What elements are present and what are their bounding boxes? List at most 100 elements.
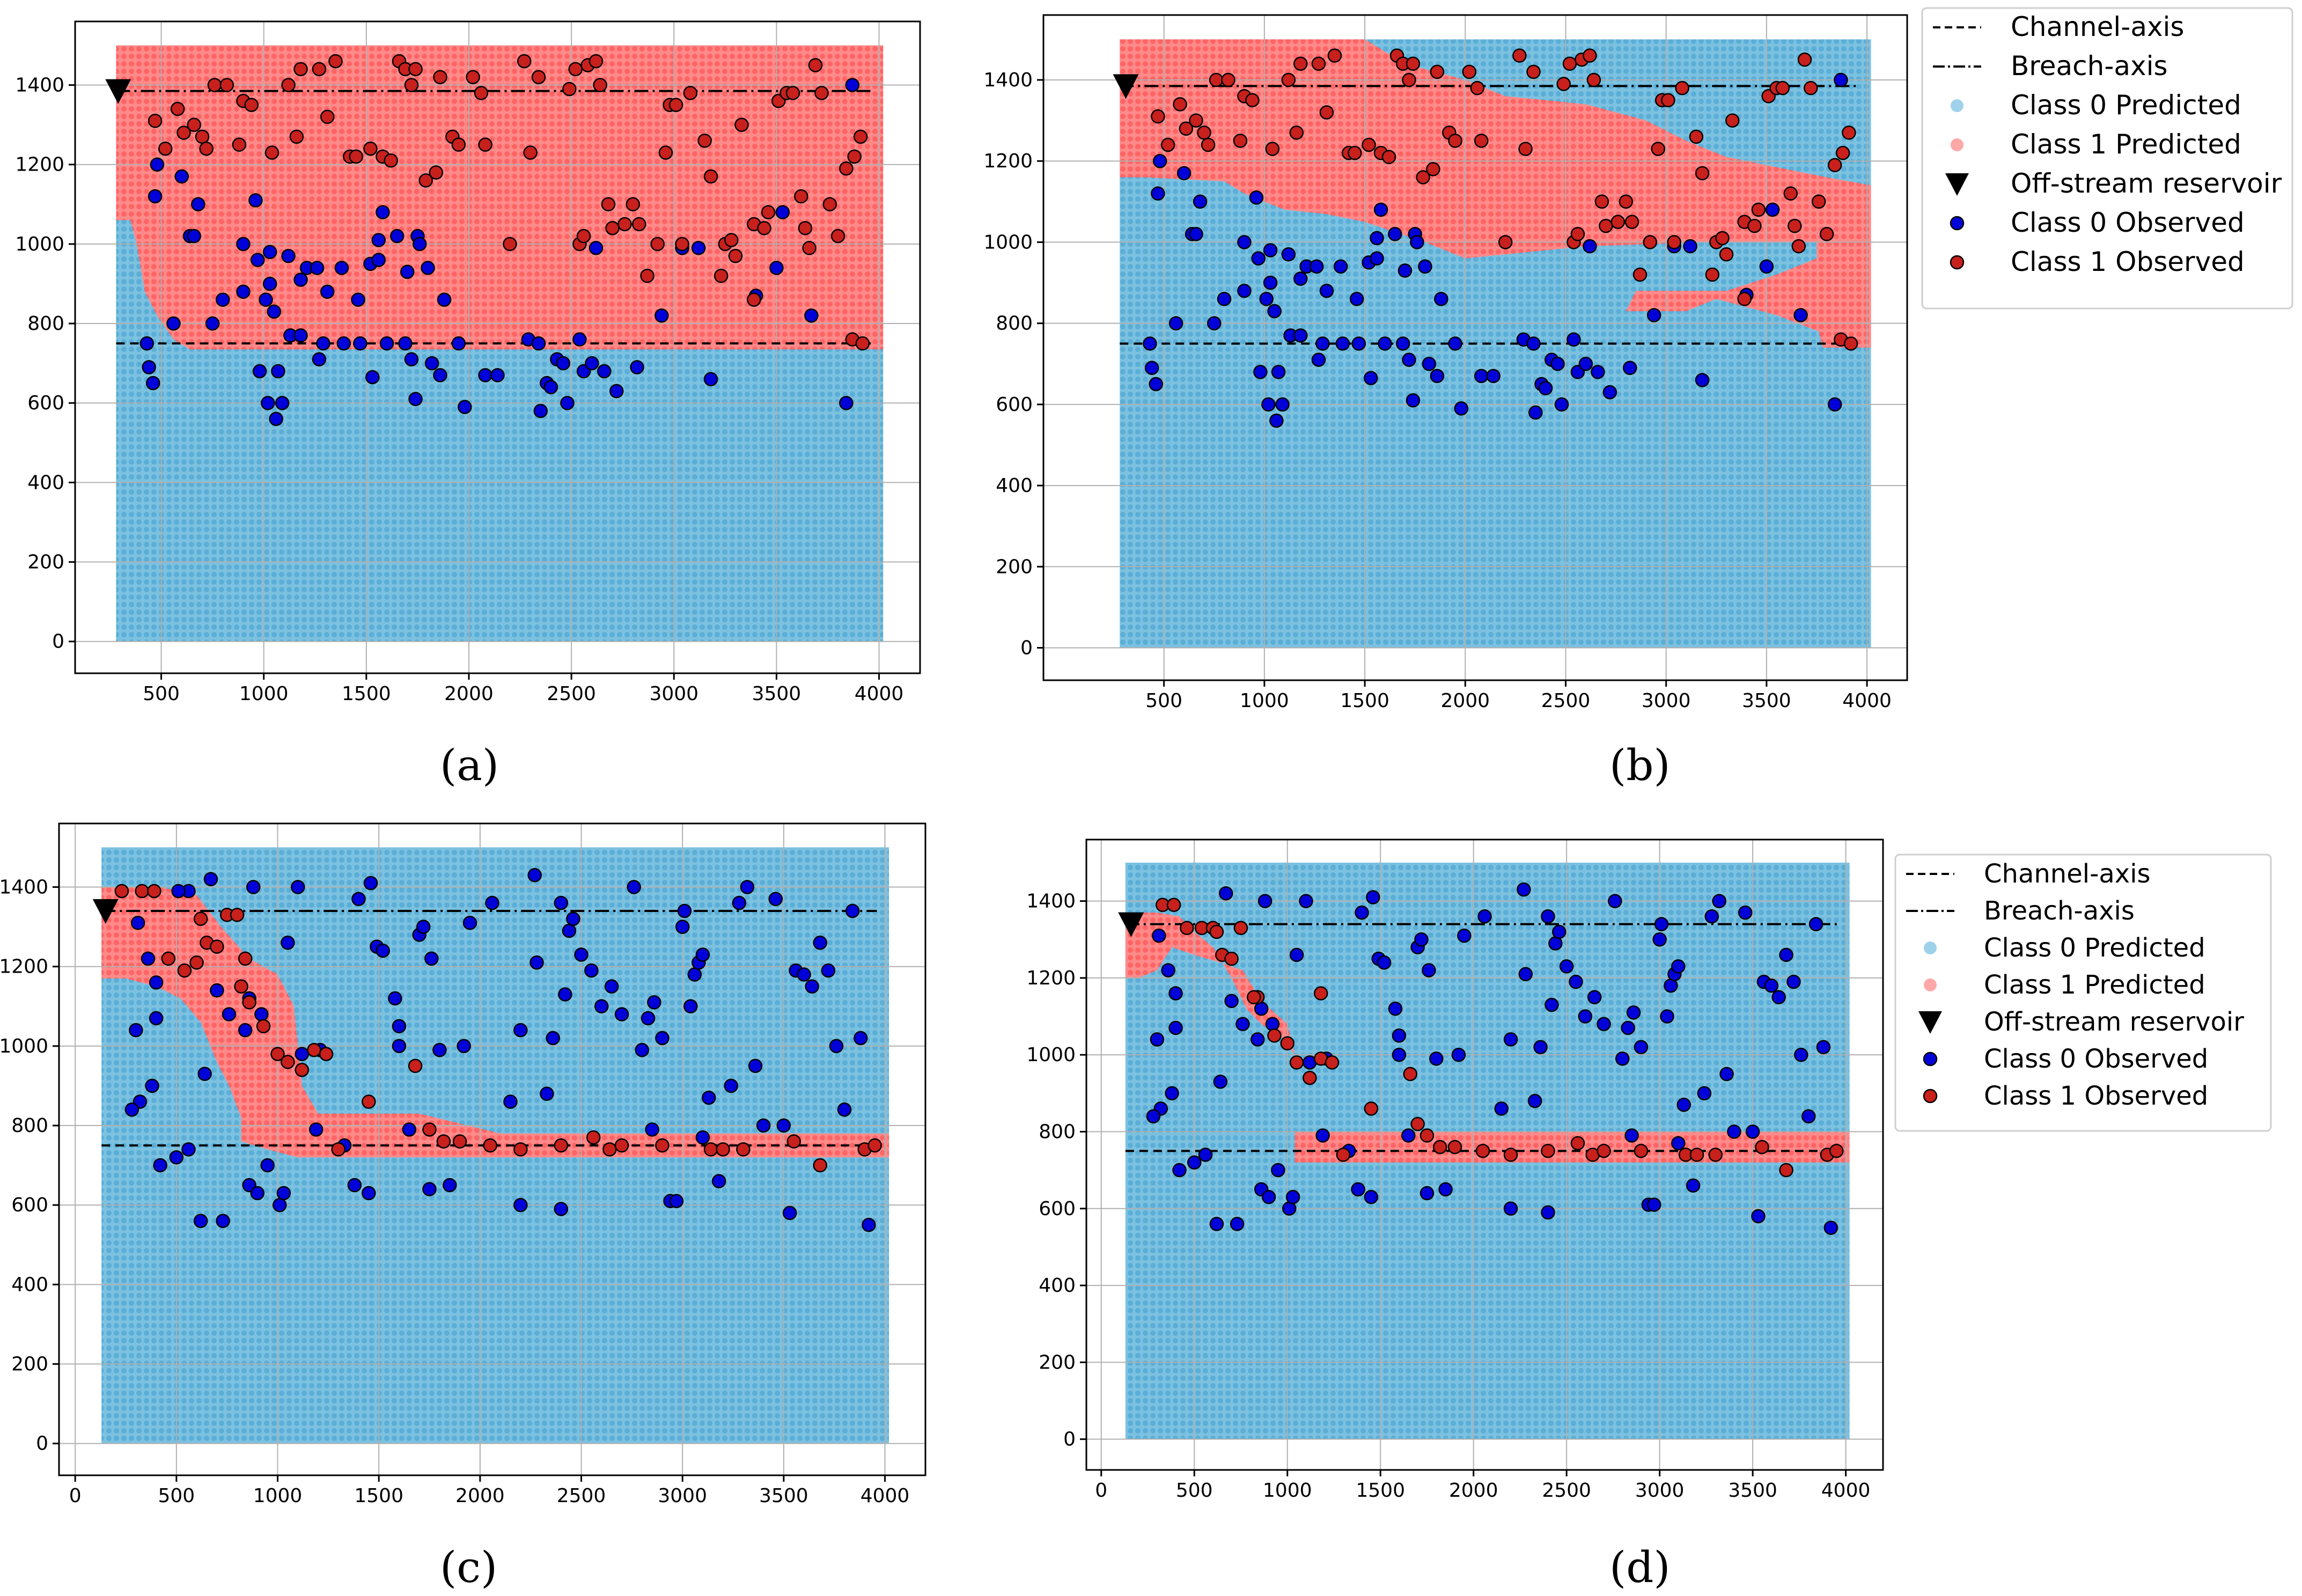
class0-observed-point: [362, 1186, 376, 1201]
class0-observed-point: [556, 356, 571, 371]
class0-observed-point: [782, 1205, 797, 1220]
x-tick-label: 4000: [855, 683, 904, 705]
class1-observed-point: [195, 129, 210, 144]
class0-observed-point: [1187, 1155, 1202, 1170]
class1-observed-point: [1541, 1144, 1555, 1158]
class1-predicted-region: [101, 887, 889, 1158]
plot-frame: [74, 20, 921, 674]
class0-observed-point: [1261, 397, 1276, 412]
x-tick-label: 1000: [253, 1485, 303, 1507]
class0-observed-point: [527, 868, 542, 882]
class0-observed-point: [1430, 369, 1445, 384]
class0-observed-point: [1578, 1009, 1593, 1024]
class1-observed-point: [1842, 126, 1856, 140]
class1-observed-point: [1311, 56, 1326, 71]
class0-observed-point: [129, 1023, 143, 1038]
class1-observed-point: [1209, 72, 1224, 87]
class1-observed-point: [683, 86, 698, 100]
class0-observed-point: [347, 1178, 362, 1193]
class1-observed-point: [1594, 194, 1609, 209]
class0-observed-point: [562, 923, 577, 938]
class1-observed-point: [785, 86, 800, 100]
class1-observed-point: [1474, 134, 1489, 148]
class0-observed-point: [1311, 352, 1326, 367]
y-tick-label: 600: [1039, 1198, 1076, 1220]
class1-observed-point: [1827, 158, 1842, 173]
legend-label: Channel-axis: [2011, 11, 2185, 42]
class0-observed-point: [376, 943, 390, 958]
x-tick-label: 500: [143, 683, 180, 705]
class0-observed-point: [1587, 990, 1602, 1004]
class1-observed-point: [761, 205, 776, 219]
class0-observed-point: [1660, 1009, 1674, 1024]
class1-observed-point: [593, 78, 607, 92]
class1-observed-point: [736, 1142, 751, 1157]
x-tick-label: 3500: [1728, 1480, 1777, 1502]
class0-observed-point: [316, 336, 330, 351]
class1-observed-point: [1403, 1067, 1417, 1082]
class0-observed-point: [669, 1194, 684, 1209]
x-tick-label: 3500: [759, 1485, 808, 1507]
reservoir-swatch: [1945, 173, 1969, 196]
class1-observed-point: [1610, 215, 1626, 229]
class0-observed-point: [437, 292, 452, 307]
class0-observed-point: [558, 987, 572, 1002]
class0-observed-point: [1370, 251, 1384, 266]
class0-observed-point: [312, 352, 327, 366]
class1-observed-point: [1599, 218, 1613, 233]
class0-observed-point: [1422, 356, 1437, 371]
class0-observed-point: [1333, 259, 1348, 274]
class0-observed-point: [1438, 1182, 1453, 1197]
class0-observed-point: [1608, 894, 1622, 908]
reservoir-marker: [1118, 912, 1144, 937]
class0-observed-point: [1257, 894, 1273, 908]
y-tick-label: 1200: [15, 154, 64, 176]
class1-observed-point: [568, 62, 583, 77]
class1-observed-point: [234, 979, 248, 994]
class0-observed-point: [1591, 365, 1605, 379]
class1-observed-point: [433, 70, 447, 84]
class1-observed-point: [1233, 134, 1248, 148]
class0-observed-point: [1414, 932, 1429, 947]
class1-observed-point: [1829, 1144, 1844, 1158]
class1-observed-point: [114, 884, 129, 899]
class0-observed-point: [1429, 1051, 1444, 1066]
class1-observed-point: [1791, 239, 1806, 254]
class0-observed-point: [1230, 1217, 1245, 1231]
class0-observed-point: [1550, 356, 1565, 371]
class1-observed-point: [1475, 1144, 1490, 1158]
class1-observed-point: [147, 884, 161, 899]
class0-observed-point: [1552, 924, 1566, 939]
x-tick-label: 3000: [658, 1485, 707, 1507]
class0-observed-point: [1486, 369, 1501, 384]
class1-observed-point: [1755, 1139, 1769, 1154]
class0-observed-point: [1566, 332, 1581, 347]
legend-label: Class 1 Predicted: [1984, 970, 2205, 1000]
class1-observed-point: [668, 98, 683, 112]
class1-observed-point: [1281, 72, 1296, 87]
class1-observed-point: [1416, 170, 1430, 185]
class1-observed-point: [319, 1047, 334, 1061]
class1-observed-point: [408, 1058, 423, 1073]
class1-observed-point: [517, 54, 532, 69]
x-tick-label: 4000: [1821, 1480, 1871, 1502]
class1-observed-point: [822, 197, 837, 212]
class1-observed-point: [1812, 194, 1826, 209]
class1-observed-point: [264, 145, 280, 160]
class0-observed-point: [191, 197, 205, 212]
x-tick-label: 3000: [649, 683, 698, 705]
class1-observed-point: [602, 1142, 617, 1157]
class1-observed-point: [562, 82, 577, 97]
y-tick-label: 1000: [983, 231, 1033, 253]
class1-observed-point: [1689, 1148, 1704, 1162]
class0-observed-point: [1765, 202, 1780, 217]
class0-observed-point: [1250, 1032, 1265, 1047]
class0-observed-point: [769, 261, 784, 275]
class0-observed-point: [695, 947, 710, 962]
class1-observed-point: [703, 169, 718, 184]
class1-observed-point: [658, 145, 673, 160]
x-tick-label: 500: [158, 1485, 195, 1507]
class0-observed-point: [145, 1078, 159, 1093]
class1-observed-point: [1432, 1139, 1447, 1154]
class1-observed-point: [703, 1142, 718, 1157]
